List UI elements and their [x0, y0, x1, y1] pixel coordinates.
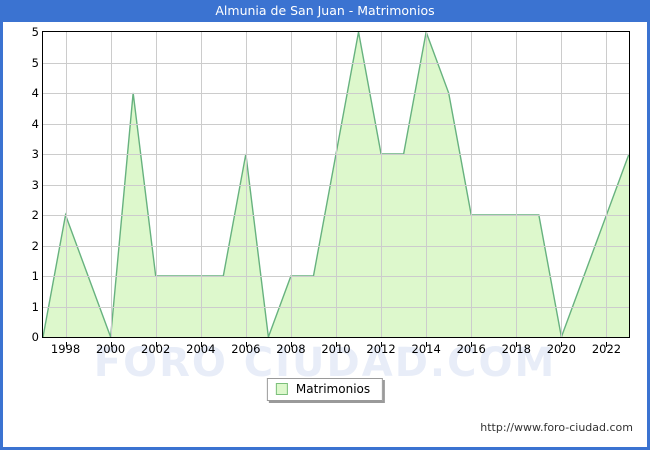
y-axis-tick-label: 5: [31, 25, 39, 39]
x-axis-tick: [426, 342, 428, 347]
x-axis-tick-label: 2002: [141, 342, 171, 356]
x-axis-tick: [606, 342, 608, 347]
gridline-vertical: [561, 32, 563, 337]
gridline-vertical: [245, 32, 247, 337]
y-axis-tick-label: 3: [31, 147, 39, 161]
gridline-vertical: [471, 32, 473, 337]
x-axis-tick-label: 2000: [95, 342, 126, 356]
y-axis: 0 1 1 2 2 3 3 4 4 5 5: [3, 25, 39, 344]
x-axis-tick-label: 2004: [186, 342, 216, 356]
gridline-vertical: [110, 32, 112, 337]
gridline-vertical: [155, 32, 157, 337]
legend-label-matrimonios: Matrimonios: [295, 382, 371, 396]
x-axis-tick-label: 2022: [591, 342, 622, 356]
x-axis-tick-label: 2010: [321, 342, 351, 356]
plot-inner: [43, 32, 629, 337]
legend-swatch-matrimonios: [275, 383, 288, 395]
y-axis-tick-label: 0: [31, 330, 39, 344]
y-axis-tick-label: 4: [31, 86, 39, 100]
chart-legend[interactable]: Matrimonios: [266, 378, 384, 401]
gridline-vertical: [426, 32, 428, 337]
x-axis-tick: [65, 342, 67, 347]
x-axis: 1998 2000 2002 2004 2006 2008 2010 2012 2014 2016…: [42, 342, 630, 360]
y-axis-tick-label: 1: [31, 299, 39, 314]
x-axis-tick-label: 2014: [411, 342, 441, 356]
gridline-vertical: [290, 32, 292, 337]
x-axis-tick-label: 2006: [231, 342, 261, 356]
x-axis-tick-label: 2018: [501, 342, 531, 356]
window-title: Almunia de San Juan - Matrimonios: [0, 0, 650, 22]
x-axis-tick: [290, 342, 292, 347]
y-axis-tick-label: 1: [31, 269, 39, 283]
y-axis-tick-label: 3: [31, 177, 39, 192]
source-url: http://www.foro-ciudad.com: [480, 421, 633, 434]
plot-area: [42, 31, 630, 338]
x-axis-tick: [245, 342, 247, 347]
y-axis-tick-label: 4: [31, 116, 39, 131]
y-axis-tick-label: 5: [31, 55, 39, 70]
x-axis-tick: [110, 342, 112, 347]
gridline-vertical: [606, 32, 608, 337]
x-axis-tick-label: 1998: [50, 342, 81, 356]
gridline-vertical: [381, 32, 383, 337]
x-axis-tick: [561, 342, 563, 347]
x-axis-tick-label: 2020: [546, 342, 577, 356]
gridline-vertical: [200, 32, 202, 337]
x-axis-tick-label: 2008: [276, 342, 306, 356]
x-axis-tick: [381, 342, 383, 347]
x-axis-tick: [155, 342, 157, 347]
x-axis-tick: [336, 342, 337, 347]
gridline-vertical: [65, 32, 67, 337]
y-axis-tick-label: 2: [31, 238, 39, 253]
x-axis-tick: [471, 342, 473, 347]
x-axis-tick-label: 2016: [456, 342, 486, 356]
y-axis-tick-label: 2: [31, 208, 39, 222]
gridline-vertical: [516, 32, 518, 337]
gridline-vertical: [336, 32, 337, 337]
x-axis-tick: [516, 342, 518, 347]
x-axis-tick-label: 2012: [366, 342, 396, 356]
x-axis-tick: [200, 342, 202, 347]
